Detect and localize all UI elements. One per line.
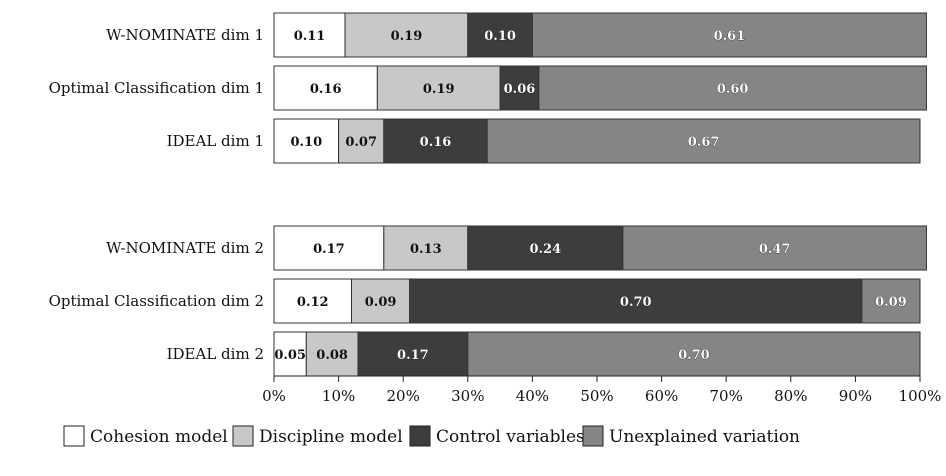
bar-segment-unexplained-variation-optimal-classification-dim-2 [861, 278, 921, 324]
data-label-discipline-model-w-nominate-dim-2: 0.13 [410, 242, 442, 257]
category-label-optimal-classification-dim-1: Optimal Classification dim 1 [49, 79, 264, 97]
legend-swatch-unexplained-variation [582, 425, 604, 447]
x-tick-label-100pct: 100% [899, 387, 942, 405]
bar-segment-unexplained-variation-w-nominate-dim-2 [622, 225, 927, 271]
data-label-control-variables-w-nominate-dim-1: 0.10 [484, 29, 516, 44]
bar-segment-control-variables-ideal-dim-2 [357, 331, 469, 377]
x-tick-label-60pct: 60% [645, 387, 678, 405]
category-label-w-nominate-dim-1: W-NOMINATE dim 1 [106, 26, 264, 44]
bar-segment-discipline-model-optimal-classification-dim-2 [351, 278, 411, 324]
data-label-unexplained-variation-ideal-dim-1: 0.67 [688, 135, 720, 150]
category-label-optimal-classification-dim-2: Optimal Classification dim 2 [49, 292, 264, 310]
bar-segment-discipline-model-w-nominate-dim-2 [383, 225, 469, 271]
data-label-unexplained-variation-optimal-classification-dim-1: 0.60 [717, 82, 749, 97]
bar-segment-unexplained-variation-w-nominate-dim-1 [531, 12, 927, 58]
category-labels: W-NOMINATE dim 1 Optimal Classification d… [49, 26, 264, 363]
bar-segment-unexplained-variation-optimal-classification-dim-1 [538, 65, 927, 111]
legend-label-cohesion-model: Cohesion model [90, 427, 228, 447]
data-label-control-variables-ideal-dim-2: 0.17 [397, 348, 429, 363]
x-tick-label-50pct: 50% [580, 387, 613, 405]
bar-segment-cohesion-model-optimal-classification-dim-1 [273, 65, 378, 111]
legend: Cohesion model Discipline model Control va… [63, 425, 800, 447]
data-label-cohesion-model-ideal-dim-2: 0.05 [274, 348, 306, 363]
data-label-unexplained-variation-optimal-classification-dim-2: 0.09 [875, 295, 907, 310]
data-label-unexplained-variation-ideal-dim-2: 0.70 [678, 348, 710, 363]
bar-segment-control-variables-optimal-classification-dim-1 [499, 65, 540, 111]
bar-segment-control-variables-w-nominate-dim-1 [467, 12, 533, 58]
x-tick-label-0pct: 0% [262, 387, 286, 405]
bars-layer: 0.11 0.19 0.10 0.61 0.16 0.19 0.06 0.60 0.10 0.07… [273, 12, 927, 377]
data-label-discipline-model-ideal-dim-2: 0.08 [316, 348, 348, 363]
x-tick-label-40pct: 40% [516, 387, 549, 405]
category-label-w-nominate-dim-2: W-NOMINATE dim 2 [106, 239, 264, 257]
legend-swatch-cohesion-model [63, 425, 85, 447]
data-label-cohesion-model-optimal-classification-dim-1: 0.16 [310, 82, 342, 97]
data-label-discipline-model-ideal-dim-1: 0.07 [345, 135, 377, 150]
bar-segment-cohesion-model-w-nominate-dim-2 [273, 225, 385, 271]
bar-segment-discipline-model-optimal-classification-dim-1 [376, 65, 501, 111]
bar-segment-cohesion-model-optimal-classification-dim-2 [273, 278, 353, 324]
data-label-discipline-model-optimal-classification-dim-1: 0.19 [423, 82, 455, 97]
category-label-ideal-dim-1: IDEAL dim 1 [167, 132, 264, 150]
bar-segment-discipline-model-w-nominate-dim-1 [344, 12, 469, 58]
data-label-discipline-model-optimal-classification-dim-2: 0.09 [365, 295, 397, 310]
x-tick-label-90pct: 90% [839, 387, 872, 405]
data-label-cohesion-model-w-nominate-dim-2: 0.17 [313, 242, 345, 257]
bar-segment-cohesion-model-ideal-dim-2 [273, 331, 307, 377]
x-tick-label-70pct: 70% [710, 387, 743, 405]
bar-segment-unexplained-variation-ideal-dim-2 [467, 331, 921, 377]
data-label-discipline-model-w-nominate-dim-1: 0.19 [391, 29, 423, 44]
x-tick-label-10pct: 10% [322, 387, 355, 405]
bar-segment-discipline-model-ideal-dim-1 [338, 118, 385, 164]
category-label-ideal-dim-2: IDEAL dim 2 [167, 345, 264, 363]
x-tick-label-30pct: 30% [451, 387, 484, 405]
bar-segment-control-variables-optimal-classification-dim-2 [409, 278, 863, 324]
bar-segment-discipline-model-ideal-dim-2 [305, 331, 359, 377]
data-label-unexplained-variation-w-nominate-dim-2: 0.47 [759, 242, 791, 257]
data-label-control-variables-optimal-classification-dim-1: 0.06 [504, 82, 536, 97]
legend-swatch-discipline-model [232, 425, 254, 447]
data-label-unexplained-variation-w-nominate-dim-1: 0.61 [714, 29, 746, 44]
legend-label-control-variables: Control variables [436, 427, 585, 447]
x-tick-label-20pct: 20% [387, 387, 420, 405]
x-tick-label-80pct: 80% [774, 387, 807, 405]
bar-segment-cohesion-model-w-nominate-dim-1 [273, 12, 346, 58]
data-label-control-variables-ideal-dim-1: 0.16 [420, 135, 452, 150]
legend-label-unexplained-variation: Unexplained variation [609, 427, 800, 447]
data-label-control-variables-optimal-classification-dim-2: 0.70 [620, 295, 652, 310]
data-label-cohesion-model-optimal-classification-dim-2: 0.12 [297, 295, 329, 310]
bar-segment-unexplained-variation-ideal-dim-1 [486, 118, 921, 164]
bar-segment-cohesion-model-ideal-dim-1 [273, 118, 340, 164]
legend-swatch-control-variables [409, 425, 431, 447]
x-axis: 0% 10% 20% 30% 40% 50% 60% 70% 80% 90% 100% [262, 375, 942, 405]
data-label-cohesion-model-ideal-dim-1: 0.10 [290, 135, 322, 150]
data-label-control-variables-w-nominate-dim-2: 0.24 [529, 242, 561, 257]
data-label-cohesion-model-w-nominate-dim-1: 0.11 [294, 29, 326, 44]
legend-label-discipline-model: Discipline model [259, 427, 403, 447]
